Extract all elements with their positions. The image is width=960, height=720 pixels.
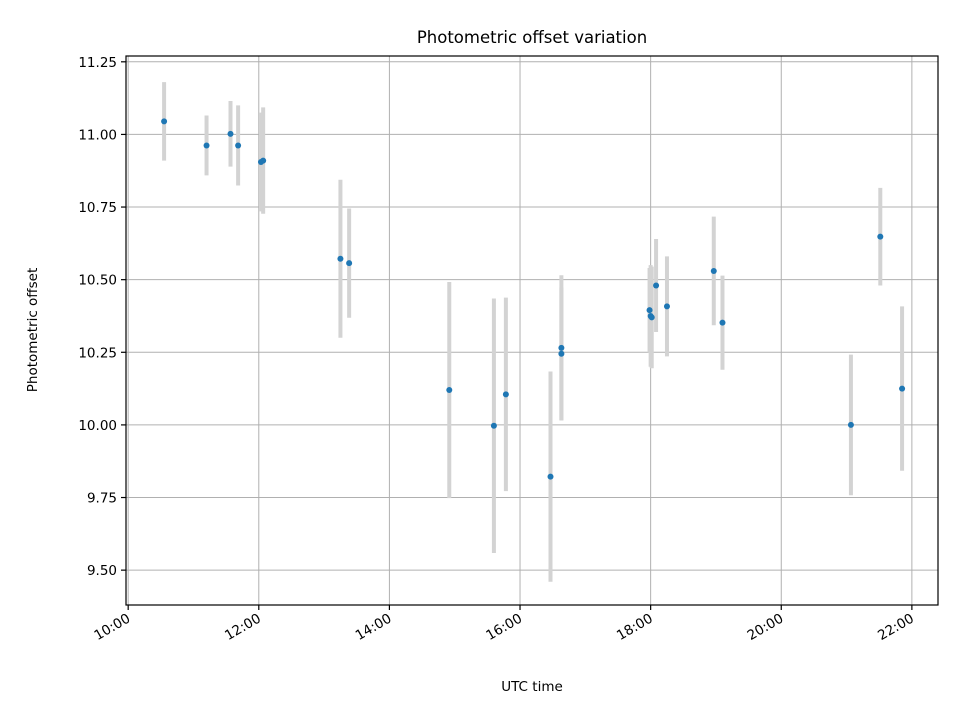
data-point [663, 303, 670, 310]
y-tick-label: 10.00 [78, 418, 117, 434]
plot-frame [125, 55, 939, 606]
y-tick-label: 9.75 [87, 491, 117, 507]
chart-title: Photometric offset variation [417, 28, 647, 47]
data-point [719, 319, 726, 326]
data-point [235, 142, 242, 149]
data-point [490, 422, 497, 429]
data-point [847, 421, 854, 428]
data-point [899, 385, 906, 392]
data-point [161, 118, 168, 125]
data-point [227, 130, 234, 137]
data-point [203, 142, 210, 149]
y-tick-label: 10.25 [78, 345, 117, 361]
data-point [558, 344, 565, 351]
y-tick-label: 10.50 [78, 273, 117, 289]
y-axis-label: Photometric offset [25, 268, 41, 392]
data-point [558, 350, 565, 357]
data-point [446, 387, 453, 394]
y-tick-label: 9.50 [87, 563, 117, 579]
y-tick-label: 10.75 [78, 200, 117, 216]
data-point [502, 391, 509, 398]
data-point [337, 255, 344, 262]
data-points [161, 118, 906, 480]
data-point [646, 307, 653, 314]
data-point [653, 282, 660, 289]
x-axis-label: UTC time [501, 679, 563, 695]
data-point [547, 473, 554, 480]
data-point [710, 267, 717, 274]
y-tick-label: 11.25 [78, 55, 117, 71]
y-tick-label: 11.00 [78, 127, 117, 143]
data-point [260, 157, 267, 164]
data-point [877, 233, 884, 240]
data-point [346, 260, 353, 267]
data-point [648, 314, 655, 321]
